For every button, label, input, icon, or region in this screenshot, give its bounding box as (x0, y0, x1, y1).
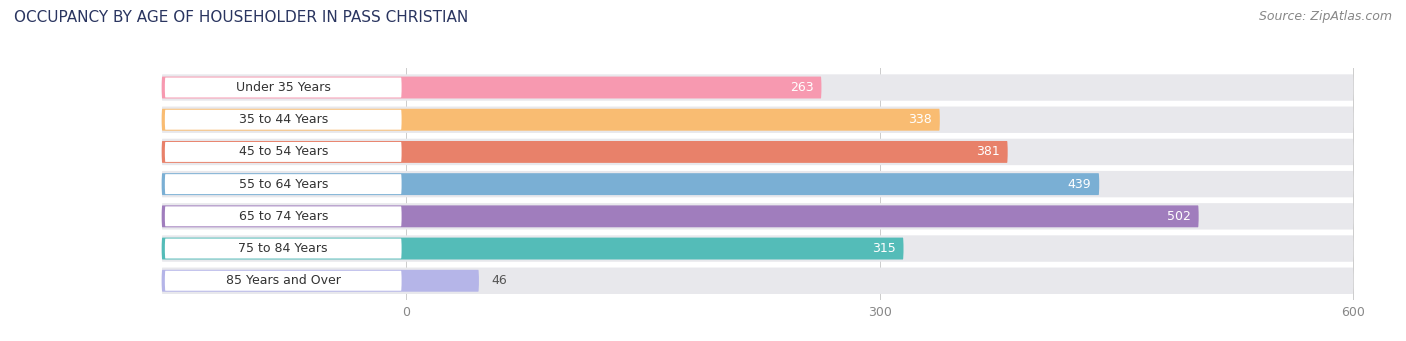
Text: Source: ZipAtlas.com: Source: ZipAtlas.com (1258, 10, 1392, 23)
FancyBboxPatch shape (165, 174, 402, 194)
Text: OCCUPANCY BY AGE OF HOUSEHOLDER IN PASS CHRISTIAN: OCCUPANCY BY AGE OF HOUSEHOLDER IN PASS … (14, 10, 468, 25)
Text: 381: 381 (976, 145, 1000, 159)
Text: 338: 338 (908, 113, 932, 126)
FancyBboxPatch shape (162, 203, 1354, 229)
Text: 45 to 54 Years: 45 to 54 Years (239, 145, 328, 159)
FancyBboxPatch shape (162, 238, 904, 260)
FancyBboxPatch shape (162, 74, 1354, 101)
FancyBboxPatch shape (162, 106, 1354, 133)
Text: 65 to 74 Years: 65 to 74 Years (239, 210, 328, 223)
FancyBboxPatch shape (165, 239, 402, 258)
FancyBboxPatch shape (165, 110, 402, 130)
Text: 75 to 84 Years: 75 to 84 Years (239, 242, 328, 255)
Text: 46: 46 (492, 274, 508, 287)
FancyBboxPatch shape (162, 171, 1354, 197)
Text: 35 to 44 Years: 35 to 44 Years (239, 113, 328, 126)
FancyBboxPatch shape (162, 173, 1099, 195)
FancyBboxPatch shape (165, 271, 402, 291)
Text: 85 Years and Over: 85 Years and Over (226, 274, 340, 287)
FancyBboxPatch shape (165, 206, 402, 226)
FancyBboxPatch shape (162, 109, 939, 131)
Text: 315: 315 (872, 242, 896, 255)
FancyBboxPatch shape (162, 77, 821, 99)
Text: Under 35 Years: Under 35 Years (236, 81, 330, 94)
FancyBboxPatch shape (165, 142, 402, 162)
FancyBboxPatch shape (162, 141, 1008, 163)
Text: 502: 502 (1167, 210, 1191, 223)
FancyBboxPatch shape (162, 268, 1354, 294)
Text: 263: 263 (790, 81, 814, 94)
FancyBboxPatch shape (162, 235, 1354, 262)
FancyBboxPatch shape (165, 77, 402, 98)
Text: 439: 439 (1067, 178, 1091, 191)
FancyBboxPatch shape (162, 205, 1199, 227)
Text: 55 to 64 Years: 55 to 64 Years (239, 178, 328, 191)
FancyBboxPatch shape (162, 270, 479, 292)
FancyBboxPatch shape (162, 139, 1354, 165)
